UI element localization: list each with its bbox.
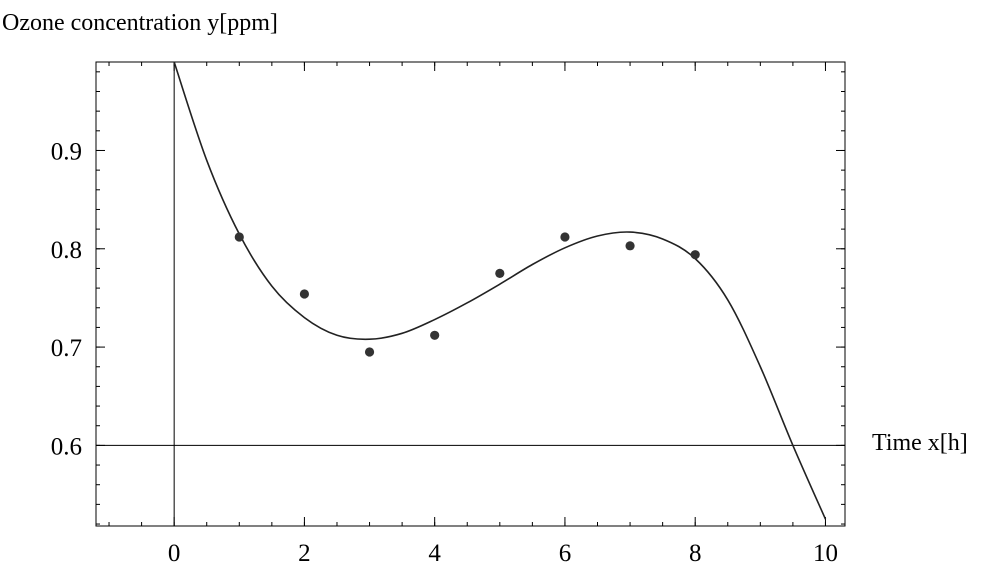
data-point	[299, 289, 310, 299]
tick-labels: 0 2 4 6 8 10 0.6 0.7 0.8 0.9	[51, 138, 838, 567]
minor-ticks	[96, 62, 845, 526]
x-tick-label: 2	[298, 540, 311, 567]
points-layer	[234, 232, 700, 357]
data-point	[495, 268, 505, 278]
data-point	[690, 250, 700, 260]
y-tick-label: 0.7	[51, 335, 82, 362]
data-point	[234, 232, 244, 242]
plot-frame	[95, 61, 846, 527]
curve-layer	[173, 61, 827, 520]
axis-lines	[96, 62, 845, 526]
y-tick-label: 0.8	[51, 237, 82, 264]
y-axis-title: Ozone concentration y[ppm]	[2, 10, 278, 36]
data-point	[560, 232, 570, 242]
data-point	[625, 241, 635, 251]
x-tick-label: 10	[813, 540, 838, 567]
data-point	[430, 330, 440, 340]
data-point	[364, 347, 375, 357]
x-tick-label: 4	[428, 540, 441, 567]
x-tick-label: 6	[559, 540, 572, 567]
fitted-curve	[173, 61, 827, 520]
x-tick-label: 8	[689, 540, 702, 567]
x-axis-title: Time x[h]	[872, 430, 968, 456]
x-tick-label: 0	[168, 540, 181, 567]
y-tick-label: 0.9	[51, 138, 82, 165]
y-tick-label: 0.6	[51, 433, 82, 460]
major-ticks	[96, 62, 845, 526]
